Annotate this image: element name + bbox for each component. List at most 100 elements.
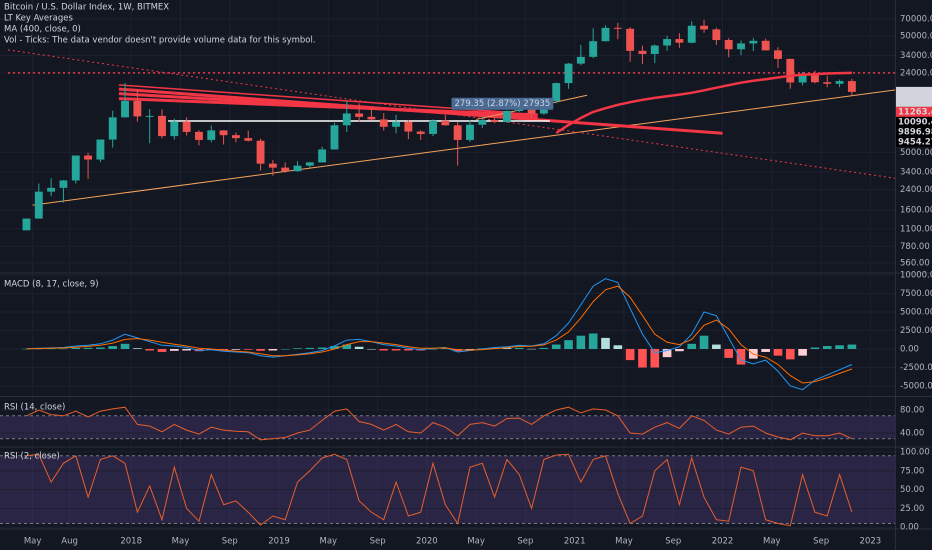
histogram-bar: [564, 340, 573, 350]
histogram-bar: [293, 348, 302, 350]
candle-body: [256, 140, 265, 164]
marks: 279.35 (2.87%) 27935: [7, 19, 896, 527]
y-tick-label: 5000.00: [900, 307, 932, 317]
candle-body: [650, 45, 659, 54]
y-tick-label: 0.00: [900, 523, 919, 533]
x-tick-label: 2023: [860, 537, 882, 547]
trendline: [32, 89, 896, 206]
candle-body: [416, 131, 425, 134]
macd-line: [26, 285, 853, 384]
candle-body: [441, 120, 450, 126]
x-tick-label: Sep: [370, 537, 386, 547]
histogram-bar: [46, 348, 56, 350]
histogram-bar: [71, 347, 81, 350]
histogram-bar: [317, 347, 327, 350]
candle-body: [515, 109, 524, 111]
histogram-bar: [638, 349, 647, 368]
price-label-box: [896, 106, 932, 117]
x-tick-label: May: [615, 537, 633, 547]
candle-body: [490, 120, 499, 122]
histogram-bar: [822, 346, 832, 350]
y-tick-label: 24000.00: [900, 69, 932, 79]
candle-body: [429, 120, 437, 134]
y-tick-label: -2500.00: [900, 363, 932, 373]
histogram-bar: [108, 346, 118, 350]
x-tick-label: May: [24, 537, 42, 547]
histogram-bar: [219, 349, 228, 351]
y-tick-label: -5000.00: [900, 382, 932, 392]
candle-body: [158, 115, 166, 137]
volume-note: Vol - Ticks: The data vendor doesn't pro…: [4, 36, 316, 46]
candle-body: [219, 130, 228, 136]
y-tick-label: 5000.00: [900, 148, 932, 158]
candle-body: [810, 74, 819, 83]
y-tick-label: 40.00: [900, 428, 924, 438]
histogram-bar: [601, 337, 610, 350]
candle-body: [293, 165, 302, 172]
histogram-bar: [712, 344, 721, 350]
histogram-bar: [847, 344, 857, 350]
y-tick-label: 780.00: [900, 242, 930, 252]
histogram-bar: [170, 349, 179, 351]
histogram-bar: [83, 347, 93, 350]
histogram-bar: [404, 349, 413, 351]
candle-body: [96, 139, 105, 160]
countdown: 08:11:17: [898, 97, 932, 107]
candle-body: [281, 167, 290, 172]
y-tick-label: 3400.00: [900, 167, 932, 177]
x-tick-label: Sep: [813, 537, 829, 547]
candle-body: [774, 50, 782, 59]
candle-body: [527, 109, 536, 114]
histogram-bar: [391, 349, 401, 351]
pane-title: RSI (2, close): [4, 452, 60, 462]
candle-body: [170, 121, 179, 137]
candle-body: [404, 121, 413, 132]
y-tick-label: 2400.00: [900, 185, 932, 195]
x-tick-label: Aug: [61, 537, 78, 547]
candle-body: [355, 113, 364, 117]
candle-body: [613, 27, 622, 29]
candle-body: [59, 180, 68, 188]
histogram-bar: [182, 349, 191, 351]
candle-body: [786, 58, 795, 83]
candle-body: [798, 74, 807, 83]
candle-body: [22, 218, 31, 231]
candle-body: [84, 155, 93, 160]
histogram-bar: [133, 348, 142, 350]
histogram-bar: [305, 347, 315, 350]
indicator-name: LT Key Averages: [4, 14, 73, 24]
price-label-box: [896, 86, 932, 107]
x-tick-label: May: [467, 537, 485, 547]
histogram-bar: [625, 349, 635, 361]
histogram-bar: [256, 349, 265, 351]
histogram-bar: [441, 348, 450, 350]
candle-body: [761, 40, 770, 51]
price-label: 9454.27: [898, 137, 932, 147]
y-tick-label: 1100.00: [900, 224, 932, 234]
y-tick-label: 70000.00: [900, 15, 932, 25]
histogram-bar: [367, 349, 376, 350]
trendline: [118, 84, 514, 114]
y-tick-label: 50.00: [900, 485, 924, 495]
candle-body: [47, 187, 56, 192]
candle-body: [712, 29, 721, 41]
candle-body: [700, 25, 708, 30]
measure-label: 279.35 (2.87%) 27935: [455, 99, 551, 109]
candle-body: [133, 100, 142, 117]
x-tick-label: 2018: [120, 537, 142, 547]
candle-body: [552, 83, 561, 102]
candle-body: [34, 191, 43, 219]
candle-body: [330, 125, 339, 150]
y-tick-label: 80.00: [900, 406, 924, 416]
x-tick-label: Sep: [517, 537, 533, 547]
candle-body: [564, 63, 573, 84]
histogram-bar: [613, 345, 623, 350]
histogram-bar: [120, 343, 130, 350]
histogram-bar: [502, 348, 512, 350]
candle-body: [145, 115, 154, 117]
histogram-bar: [773, 349, 783, 356]
histogram-bar: [157, 349, 167, 352]
histogram-bar: [736, 349, 746, 365]
x-tick-label: May: [320, 537, 338, 547]
